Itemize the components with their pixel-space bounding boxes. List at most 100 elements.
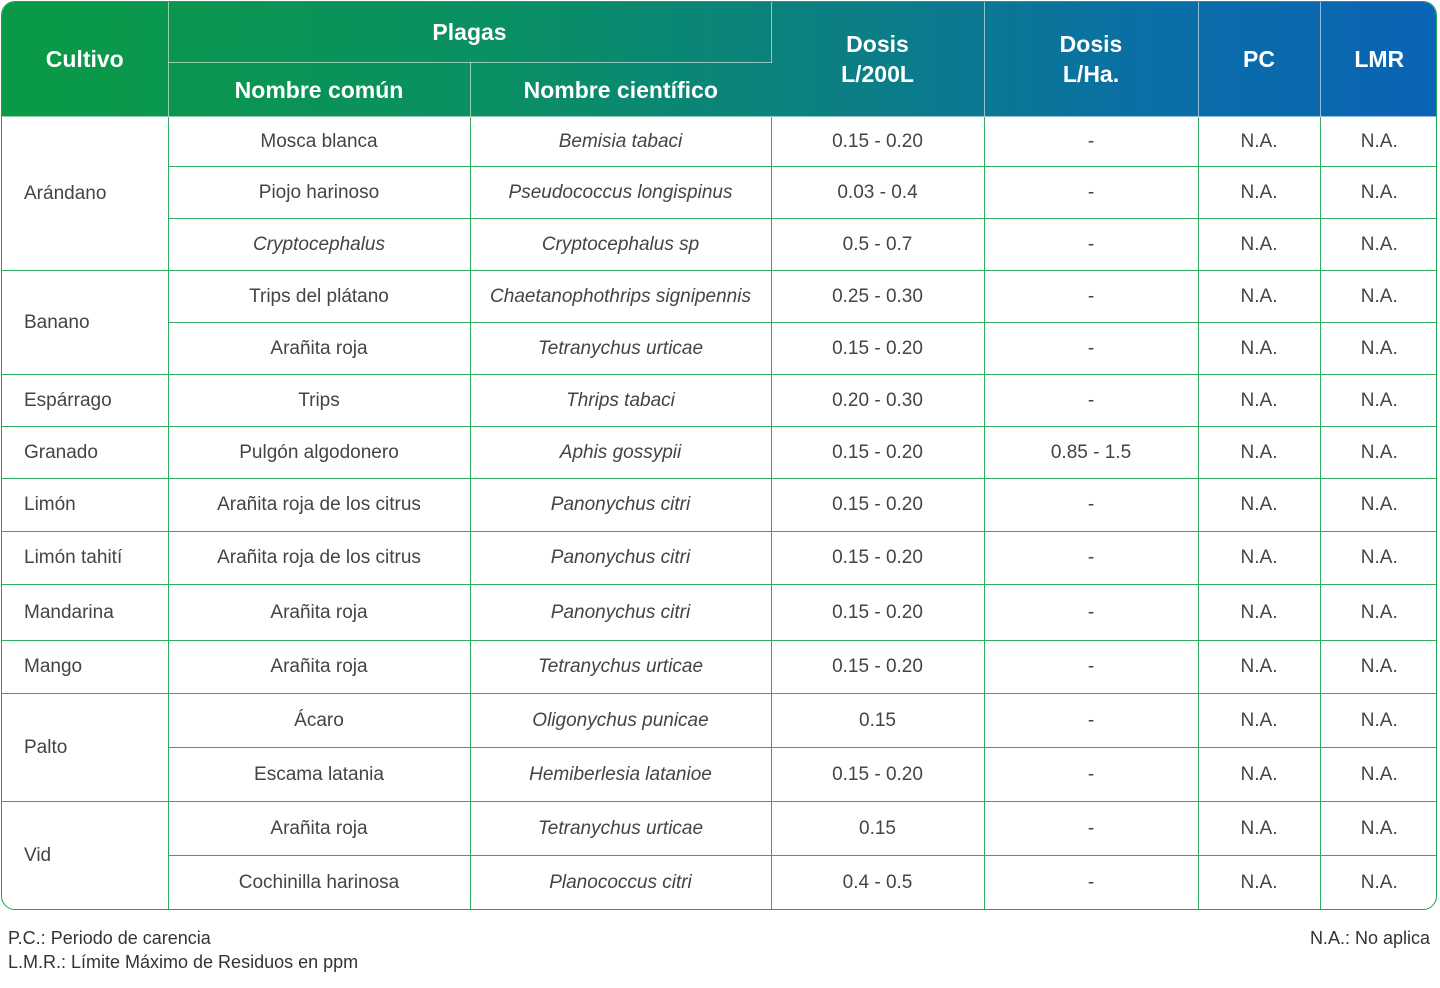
header-dosis-200l-line2: L/200L — [841, 61, 914, 87]
crop-cell: Limón tahití — [2, 531, 169, 585]
dose-ha-cell: - — [984, 374, 1199, 427]
crop-cell: Banano — [2, 270, 169, 375]
dose-ha-cell: - — [984, 531, 1199, 585]
common-name-cell: Arañita roja de los citrus — [168, 478, 471, 532]
scientific-name-cell: Panonychus citri — [470, 531, 772, 585]
header-dosis-ha-line2: L/Ha. — [1062, 61, 1120, 87]
pc-cell: N.A. — [1198, 801, 1321, 856]
dose-200l-cell: 0.20 - 0.30 — [771, 374, 985, 427]
dose-200l-cell: 0.15 - 0.20 — [771, 426, 985, 479]
dose-ha-cell: - — [984, 116, 1199, 167]
dose-ha-cell: 0.85 - 1.5 — [984, 426, 1199, 479]
table-row: Cryptocephalus Cryptocephalus sp 0.5 - 0… — [2, 218, 1436, 271]
pc-cell: N.A. — [1198, 747, 1321, 802]
scientific-name-cell: Pseudococcus longispinus — [470, 166, 772, 219]
dose-ha-cell: - — [984, 801, 1199, 856]
dose-200l-cell: 0.15 - 0.20 — [771, 747, 985, 802]
dosage-table-container: Cultivo Plagas Dosis L/200L Dosis L/Ha. … — [1, 1, 1437, 910]
common-name-cell: Arañita roja — [168, 640, 471, 694]
common-name-cell: Pulgón algodonero — [168, 426, 471, 479]
scientific-name-cell: Tetranychus urticae — [470, 801, 772, 856]
lmr-cell: N.A. — [1320, 747, 1436, 802]
lmr-cell: N.A. — [1320, 693, 1436, 748]
table-row: Mango Arañita roja Tetranychus urticae 0… — [2, 640, 1436, 694]
footer-notes: P.C.: Periodo de carencia L.M.R.: Límite… — [8, 926, 358, 974]
lmr-cell: N.A. — [1320, 322, 1436, 375]
lmr-note: L.M.R.: Límite Máximo de Residuos en ppm — [8, 952, 359, 972]
header-pc: PC — [1198, 2, 1321, 117]
dose-ha-cell: - — [984, 322, 1199, 375]
pc-cell: N.A. — [1198, 640, 1321, 694]
dose-200l-cell: 0.15 — [771, 693, 985, 748]
lmr-cell: N.A. — [1320, 116, 1436, 167]
lmr-cell: N.A. — [1320, 426, 1436, 479]
lmr-cell: N.A. — [1320, 166, 1436, 219]
dose-ha-cell: - — [984, 747, 1199, 802]
dose-200l-cell: 0.15 - 0.20 — [771, 478, 985, 532]
header-cultivo: Cultivo — [2, 2, 169, 117]
lmr-cell: N.A. — [1320, 478, 1436, 532]
pc-cell: N.A. — [1198, 693, 1321, 748]
dose-200l-cell: 0.15 - 0.20 — [771, 531, 985, 585]
header-dosis-200l-line1: Dosis — [846, 31, 909, 57]
table-row: Arándano Mosca blanca Bemisia tabaci 0.1… — [2, 116, 1436, 271]
lmr-cell: N.A. — [1320, 270, 1436, 323]
scientific-name-cell: Oligonychus punicae — [470, 693, 772, 748]
pc-cell: N.A. — [1198, 374, 1321, 427]
dose-ha-cell: - — [984, 855, 1199, 909]
dose-200l-cell: 0.5 - 0.7 — [771, 218, 985, 271]
lmr-cell: N.A. — [1320, 531, 1436, 585]
scientific-name-cell: Tetranychus urticae — [470, 640, 772, 694]
scientific-name-cell: Tetranychus urticae — [470, 322, 772, 375]
table-row: Granado Pulgón algodonero Aphis gossypii… — [2, 426, 1436, 479]
table-row: Arañita roja Tetranychus urticae 0.15 - … — [2, 322, 1436, 375]
scientific-name-cell: Panonychus citri — [470, 478, 772, 532]
dose-200l-cell: 0.15 - 0.20 — [771, 322, 985, 375]
scientific-name-cell: Thrips tabaci — [470, 374, 772, 427]
header-nombre-comun: Nombre común — [168, 62, 471, 117]
table-body: Arándano Mosca blanca Bemisia tabaci 0.1… — [2, 116, 1436, 909]
pc-cell: N.A. — [1198, 478, 1321, 532]
dose-200l-cell: 0.15 - 0.20 — [771, 116, 985, 167]
common-name-cell: Trips del plátano — [168, 270, 471, 323]
header-lmr: LMR — [1320, 2, 1436, 117]
table-row: Vid Arañita roja Tetranychus urticae 0.1… — [2, 801, 1436, 909]
na-note: N.A.: No aplica — [1309, 928, 1430, 948]
lmr-cell: N.A. — [1320, 640, 1436, 694]
common-name-cell: Trips — [168, 374, 471, 427]
pc-cell: N.A. — [1198, 584, 1321, 641]
header-dosis-200l: Dosis L/200L — [771, 2, 985, 117]
common-name-cell: Cryptocephalus — [168, 218, 471, 271]
table-row: Piojo harinoso Pseudococcus longispinus … — [2, 166, 1436, 219]
crop-cell: Espárrago — [2, 374, 169, 427]
common-name-cell: Escama latania — [168, 747, 471, 802]
crop-cell: Limón — [2, 478, 169, 532]
common-name-cell: Mosca blanca — [168, 116, 471, 167]
scientific-name-cell: Aphis gossypii — [470, 426, 772, 479]
crop-cell: Mango — [2, 640, 169, 694]
crop-cell: Arándano — [2, 116, 169, 271]
crop-cell: Vid — [2, 801, 169, 909]
table-row: Espárrago Trips Thrips tabaci 0.20 - 0.3… — [2, 374, 1436, 427]
pc-cell: N.A. — [1198, 270, 1321, 323]
dose-ha-cell: - — [984, 270, 1199, 323]
lmr-cell: N.A. — [1320, 218, 1436, 271]
common-name-cell: Arañita roja — [168, 584, 471, 641]
scientific-name-cell: Chaetanophothrips signipennis — [470, 270, 772, 323]
header-dosis-ha-line1: Dosis — [1059, 31, 1123, 57]
pc-cell: N.A. — [1198, 322, 1321, 375]
dose-200l-cell: 0.03 - 0.4 — [771, 166, 985, 219]
scientific-name-cell: Hemiberlesia latanioe — [470, 747, 772, 802]
table-row: Limón tahití Arañita roja de los citrus … — [2, 531, 1436, 585]
table-row: Escama latania Hemiberlesia latanioe 0.1… — [2, 747, 1436, 802]
common-name-cell: Cochinilla harinosa — [168, 855, 471, 909]
dose-200l-cell: 0.4 - 0.5 — [771, 855, 985, 909]
scientific-name-cell: Cryptocephalus sp — [470, 218, 772, 271]
crop-cell: Granado — [2, 426, 169, 479]
dose-ha-cell: - — [984, 584, 1199, 641]
header-dosis-ha: Dosis L/Ha. — [984, 2, 1199, 117]
table-row: Banano Trips del plátano Chaetanophothri… — [2, 270, 1436, 375]
dose-200l-cell: 0.15 - 0.20 — [771, 584, 985, 641]
table-row: Limón Arañita roja de los citrus Panonyc… — [2, 478, 1436, 532]
header-plagas: Plagas — [168, 2, 772, 63]
